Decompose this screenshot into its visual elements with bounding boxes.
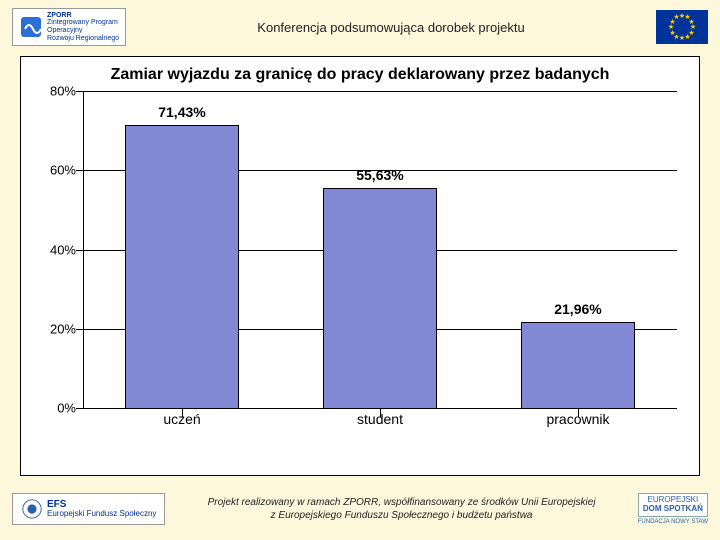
y-axis-label: 0% [36, 401, 76, 416]
efs-subtitle: Europejski Fundusz Społeczny [47, 510, 156, 519]
bar-value-label: 71,43% [122, 104, 242, 120]
chart-title: Zamiar wyjazdu za granicę do pracy dekla… [35, 65, 685, 85]
y-axis-label: 20% [36, 321, 76, 336]
y-axis-label: 80% [36, 84, 76, 99]
zporr-subtitle: Zintegrowany Program Operacyjny Rozwoju … [47, 19, 119, 42]
bar: 55,63% [323, 188, 438, 409]
bar: 71,43% [125, 125, 240, 409]
zporr-logo: ZPORR Zintegrowany Program Operacyjny Ro… [12, 8, 126, 47]
zporr-acronym: ZPORR [47, 12, 119, 20]
x-axis-labels: uczeństudentpracownik [83, 411, 677, 431]
footer-line1: Projekt realizowany w ramach ZPORR, wspó… [165, 496, 637, 509]
bar-slot: 21,96% [479, 91, 677, 409]
header: ZPORR Zintegrowany Program Operacyjny Ro… [0, 0, 720, 50]
footer-line2: z Europejskiego Funduszu Społecznego i b… [165, 509, 637, 522]
bar-slot: 55,63% [281, 91, 479, 409]
page-title: Konferencja podsumowująca dorobek projek… [126, 20, 656, 35]
efs-icon [21, 498, 43, 520]
y-axis-label: 40% [36, 242, 76, 257]
footer: EFS Europejski Fundusz Społeczny Projekt… [0, 484, 720, 534]
bar-value-label: 55,63% [320, 167, 440, 183]
bar: 21,96% [521, 322, 636, 409]
chart-plot: 0%20%40%60%80% 71,43%55,63%21,96% uczeńs… [83, 91, 677, 431]
efs-logo: EFS Europejski Fundusz Społeczny [12, 493, 165, 525]
bar-value-label: 21,96% [518, 301, 638, 317]
eds-logo: EUROPEJSKI DOM SPOTKAŃ FUNDACJA NOWY STA… [638, 493, 708, 525]
eu-flag-icon: ★★★★★★★★★★★★ [656, 10, 708, 44]
bar-slot: 71,43% [83, 91, 281, 409]
bars-group: 71,43% 55,63% 21,96% [83, 91, 677, 409]
zporr-icon [19, 15, 43, 39]
eds-line3: FUNDACJA NOWY STAW [638, 519, 708, 526]
footer-text: Projekt realizowany w ramach ZPORR, wspó… [165, 496, 637, 522]
chart-container: Zamiar wyjazdu za granicę do pracy dekla… [20, 56, 700, 476]
y-axis-label: 60% [36, 163, 76, 178]
eds-line2: DOM SPOTKAŃ [643, 505, 703, 514]
